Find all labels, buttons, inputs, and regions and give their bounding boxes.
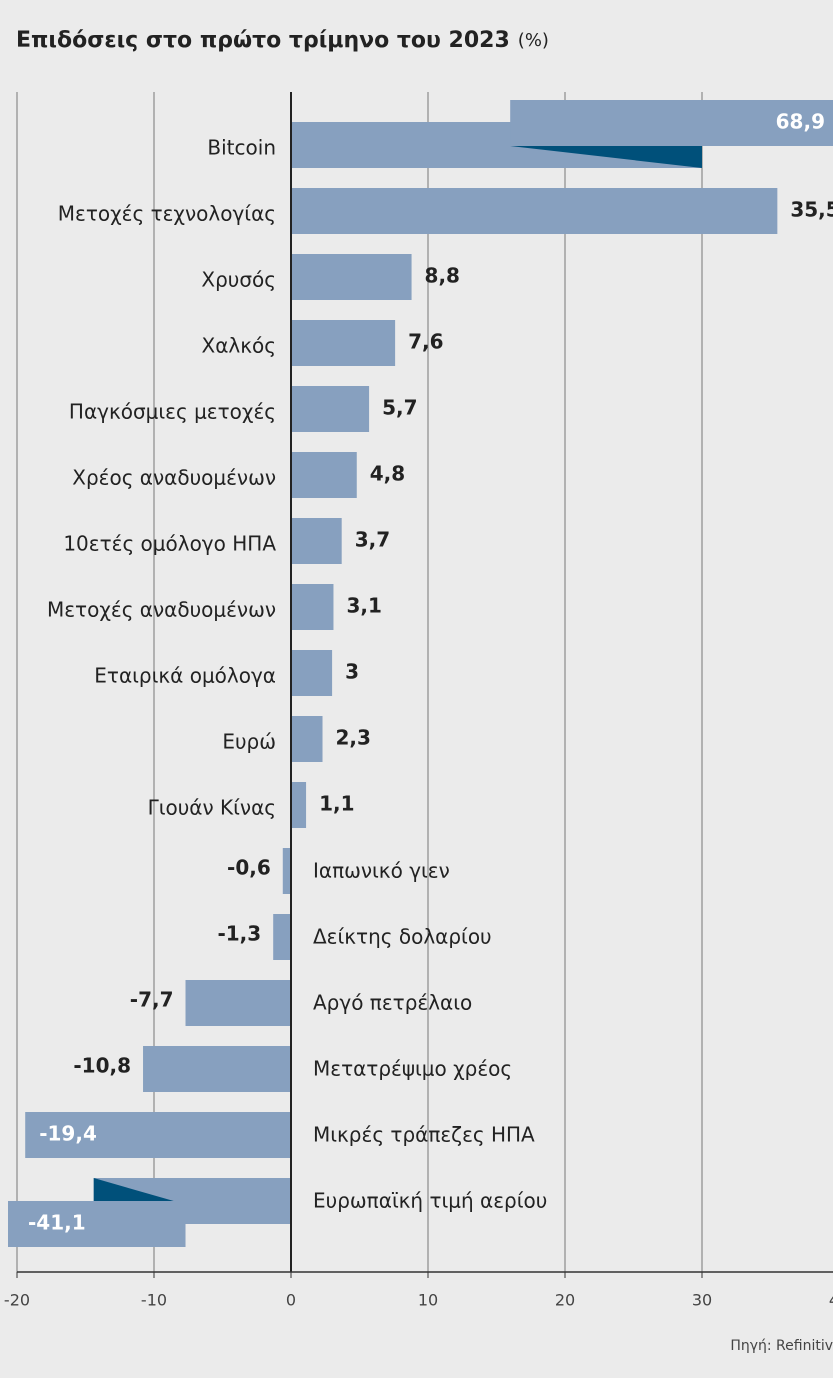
category-label: Χρυσός (201, 268, 276, 292)
bar (291, 320, 396, 366)
chart-title: Επιδόσεις στο πρώτο τρίμηνο του 2023 (%) (16, 28, 549, 53)
x-tick-label: 40 (829, 1291, 833, 1310)
x-tick-label: 10 (418, 1291, 438, 1310)
value-label: 1,1 (319, 792, 354, 816)
bar-break-part (8, 1201, 186, 1247)
bar (185, 980, 291, 1026)
category-label: Γιουάν Κίνας (148, 796, 276, 820)
value-label: 3 (345, 660, 359, 684)
category-label: Ιαπωνικό γιεν (313, 859, 450, 883)
value-label: 5,7 (382, 396, 417, 420)
bar (282, 848, 291, 894)
x-tick-label: -10 (141, 1291, 167, 1310)
value-label: 2,3 (336, 726, 371, 750)
value-label: 3,1 (346, 594, 381, 618)
value-label: -7,7 (130, 988, 174, 1012)
category-label: Ευρωπαϊκή τιμή αερίου (313, 1189, 547, 1213)
category-label: 10ετές ομόλογο ΗΠΑ (63, 532, 276, 556)
category-label: Παγκόσμιες μετοχές (69, 400, 276, 424)
value-label: 35,5 (790, 198, 833, 222)
bar (143, 1046, 291, 1092)
value-label: -19,4 (39, 1122, 97, 1146)
x-tick-label: 30 (692, 1291, 712, 1310)
category-label: Μικρές τράπεζες ΗΠΑ (313, 1123, 535, 1147)
category-label: Εταιρικά ομόλογα (94, 664, 276, 688)
unit: (%) (518, 30, 549, 51)
bar (291, 782, 307, 828)
bar (291, 254, 412, 300)
value-label: -0,6 (227, 856, 271, 880)
category-label: Μετοχές αναδυομένων (47, 598, 276, 622)
value-label: 4,8 (370, 462, 405, 486)
category-label: Δείκτης δολαρίου (313, 925, 492, 949)
bar (273, 914, 291, 960)
value-label: -10,8 (73, 1054, 131, 1078)
x-tick-label: -20 (4, 1291, 30, 1310)
bar (25, 1112, 291, 1158)
value-label: 68,9 (776, 110, 825, 134)
category-label: Μετοχές τεχνολογίας (58, 202, 276, 226)
bar (291, 584, 334, 630)
source: Πηγή: Refinitiv (730, 1338, 833, 1354)
bar (291, 452, 357, 498)
x-tick-label: 20 (555, 1291, 575, 1310)
bar-break (510, 146, 702, 168)
bar-break-part (510, 100, 833, 146)
category-label: Αργό πετρέλαιο (313, 991, 472, 1015)
title-text: Επιδόσεις στο πρώτο τρίμηνο του 2023 (16, 28, 510, 53)
category-label: Bitcoin (207, 136, 276, 160)
value-label: -1,3 (217, 922, 261, 946)
value-label: -41,1 (28, 1211, 86, 1235)
category-label: Ευρώ (222, 730, 276, 754)
bar (291, 518, 342, 564)
value-label: 3,7 (355, 528, 390, 552)
value-label: 7,6 (408, 330, 443, 354)
bar (291, 188, 778, 234)
category-label: Χαλκός (202, 334, 276, 358)
value-label: 8,8 (425, 264, 460, 288)
bar (291, 716, 323, 762)
bar-break (93, 1178, 174, 1201)
bar (291, 650, 333, 696)
x-tick-label: 0 (286, 1291, 296, 1310)
bar (291, 386, 370, 432)
category-label: Μετατρέψιμο χρέος (313, 1057, 512, 1081)
category-label: Χρέος αναδυομένων (72, 466, 276, 490)
